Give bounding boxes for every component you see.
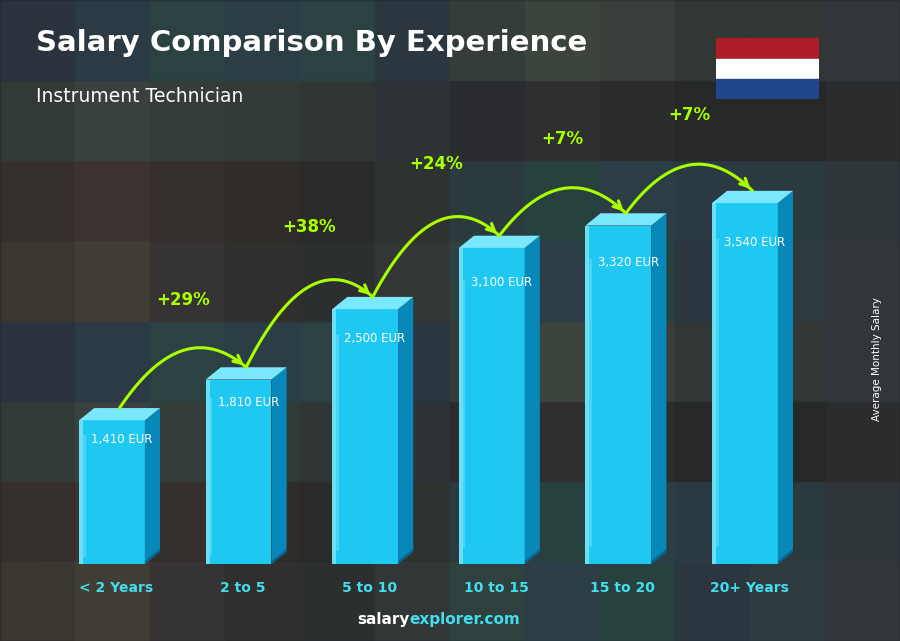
Bar xyxy=(590,260,592,547)
Bar xyxy=(585,226,590,564)
Bar xyxy=(83,435,86,557)
Text: 20+ Years: 20+ Years xyxy=(710,581,789,595)
Bar xyxy=(210,398,212,555)
Polygon shape xyxy=(332,297,413,309)
Text: 1,810 EUR: 1,810 EUR xyxy=(218,396,279,409)
Polygon shape xyxy=(525,236,540,564)
Text: 3,100 EUR: 3,100 EUR xyxy=(471,276,532,289)
Text: 3,540 EUR: 3,540 EUR xyxy=(724,236,786,249)
Text: +24%: +24% xyxy=(410,155,463,173)
Bar xyxy=(459,248,463,564)
Polygon shape xyxy=(525,549,540,564)
Text: 2 to 5: 2 to 5 xyxy=(220,581,266,595)
Polygon shape xyxy=(79,408,160,420)
Bar xyxy=(205,379,210,564)
Polygon shape xyxy=(652,549,666,564)
Text: +29%: +29% xyxy=(156,291,210,309)
Bar xyxy=(585,226,652,564)
Bar xyxy=(716,38,819,59)
Polygon shape xyxy=(778,549,793,564)
Bar xyxy=(459,248,525,564)
Polygon shape xyxy=(145,408,160,564)
Text: 3,320 EUR: 3,320 EUR xyxy=(598,256,659,269)
Bar xyxy=(205,379,272,564)
Bar xyxy=(712,203,716,564)
Bar xyxy=(716,79,819,99)
Bar xyxy=(716,239,718,546)
Text: Instrument Technician: Instrument Technician xyxy=(36,87,243,106)
Polygon shape xyxy=(272,367,286,564)
Polygon shape xyxy=(778,191,793,564)
Text: < 2 Years: < 2 Years xyxy=(79,581,154,595)
Text: explorer.com: explorer.com xyxy=(410,612,520,627)
Text: salary: salary xyxy=(357,612,410,627)
Text: +7%: +7% xyxy=(542,130,584,148)
Bar xyxy=(79,420,83,564)
Polygon shape xyxy=(585,213,666,226)
Text: 5 to 10: 5 to 10 xyxy=(342,581,397,595)
Bar xyxy=(463,279,465,548)
Polygon shape xyxy=(459,236,540,248)
Text: 15 to 20: 15 to 20 xyxy=(590,581,655,595)
Text: +38%: +38% xyxy=(283,219,337,237)
Polygon shape xyxy=(712,191,793,203)
Bar xyxy=(712,203,778,564)
Bar xyxy=(332,309,398,564)
Text: 1,410 EUR: 1,410 EUR xyxy=(91,433,152,446)
Bar xyxy=(332,309,337,564)
Polygon shape xyxy=(145,549,160,564)
Bar xyxy=(337,335,338,551)
Text: 10 to 15: 10 to 15 xyxy=(464,581,528,595)
Polygon shape xyxy=(205,367,286,379)
Text: Average Monthly Salary: Average Monthly Salary xyxy=(872,297,883,421)
Polygon shape xyxy=(398,549,413,564)
Polygon shape xyxy=(398,297,413,564)
Text: 2,500 EUR: 2,500 EUR xyxy=(345,332,406,345)
Text: +7%: +7% xyxy=(668,106,710,124)
Bar xyxy=(79,420,145,564)
Bar xyxy=(716,59,819,79)
Text: Salary Comparison By Experience: Salary Comparison By Experience xyxy=(36,29,587,57)
Polygon shape xyxy=(272,549,286,564)
Polygon shape xyxy=(652,213,666,564)
